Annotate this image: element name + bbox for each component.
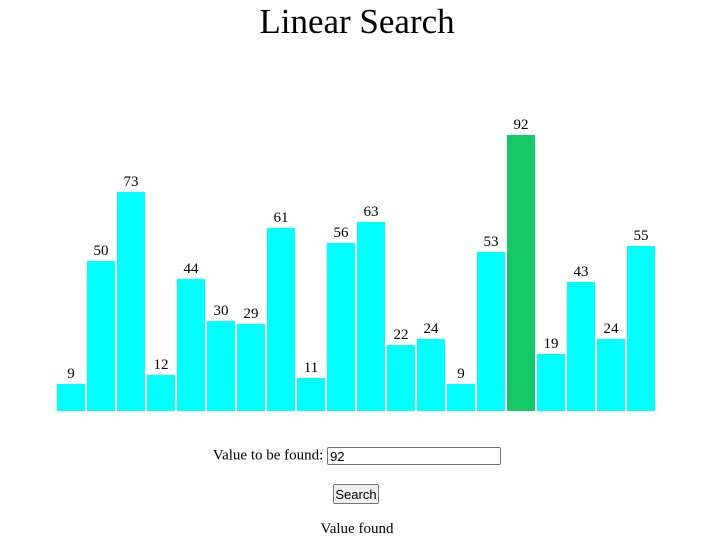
bar: [57, 384, 85, 411]
bar-label: 63: [364, 204, 379, 220]
bar-label: 29: [244, 306, 259, 322]
bar: [357, 222, 385, 411]
bar-label: 11: [304, 360, 318, 376]
bar-label: 92: [514, 117, 529, 133]
bar: [117, 192, 145, 411]
bar: [237, 324, 265, 411]
value-input[interactable]: [327, 447, 502, 465]
result-text: Value found: [320, 521, 394, 537]
bar: [177, 279, 205, 411]
bar: [387, 345, 415, 411]
bar-label: 24: [604, 321, 620, 337]
bar: [537, 354, 565, 411]
title: Linear Search: [259, 2, 455, 41]
bar: [597, 339, 625, 411]
bar: [87, 261, 115, 411]
bar-chart: 9 50 73 12 44 30 29 61 11 56 63 22 24 9 53 92 19 43 24 55: [57, 117, 655, 411]
bar-label: 44: [184, 261, 200, 277]
bar-label: 12: [154, 357, 169, 373]
bar-label: 50: [94, 243, 109, 259]
bar-label: 19: [544, 336, 559, 352]
bar: [327, 243, 355, 411]
bar-label: 61: [274, 210, 289, 226]
search-button[interactable]: Search: [333, 484, 379, 504]
bar-label: 55: [634, 228, 649, 244]
bar: [297, 378, 325, 411]
bar: [417, 339, 445, 411]
bar: [477, 252, 505, 411]
bar: [627, 246, 655, 411]
bar-label: 30: [214, 303, 229, 319]
bar: [267, 228, 295, 411]
bar-label: 56: [334, 225, 350, 241]
bar-label: 9: [67, 366, 75, 382]
bar-label: 9: [457, 366, 465, 382]
bar: [207, 321, 235, 411]
bar-label: 73: [124, 174, 139, 190]
bar-label: 53: [484, 234, 499, 250]
bar: [447, 384, 475, 411]
bar-label: 24: [424, 321, 440, 337]
bar: [507, 135, 535, 411]
bar-label: 43: [574, 264, 589, 280]
bar: [147, 375, 175, 411]
input-row: Value to be found:: [0, 447, 714, 465]
bar-label: 22: [394, 327, 409, 343]
input-label: Value to be found:: [212, 447, 324, 464]
bar: [567, 282, 595, 411]
